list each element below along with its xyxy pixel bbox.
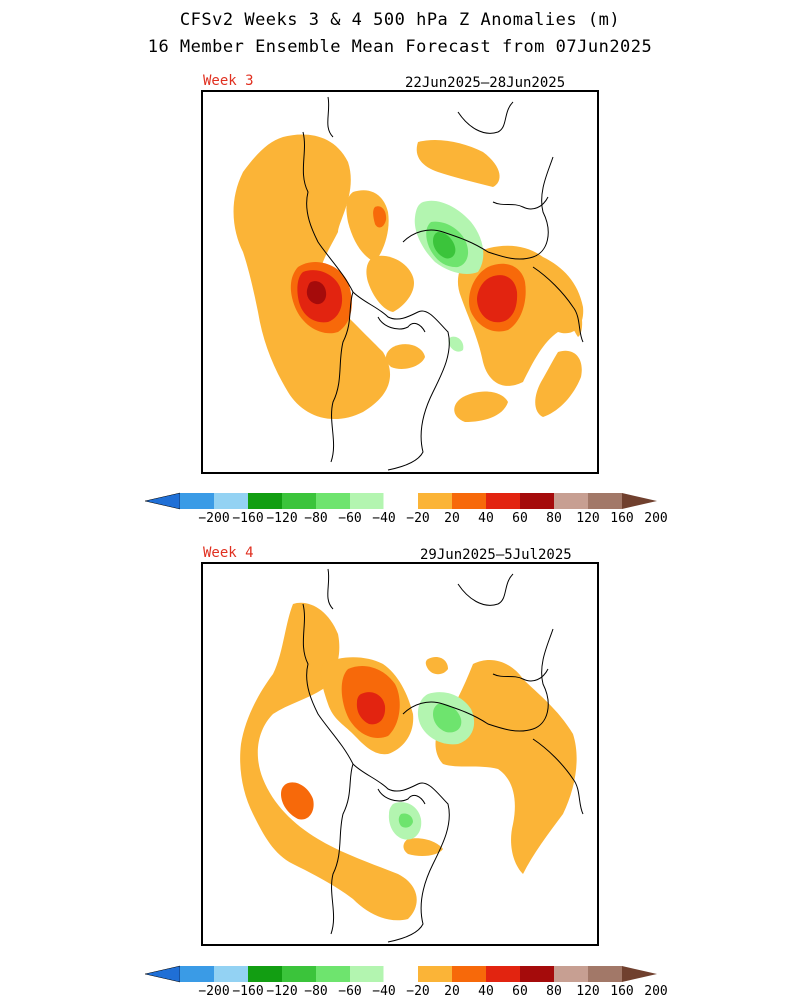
colorbar-1: −200 −160 −120 −80 −60 −40 −20 20 40 60 80 120 160 20…	[0, 491, 800, 533]
colorbar-swatch	[316, 493, 350, 509]
colorbar-arrow-low	[144, 492, 181, 510]
colorbar-tick-label: 80	[546, 984, 562, 999]
colorbar-arrow-low	[144, 965, 181, 983]
colorbar-swatch	[350, 966, 384, 982]
week4-label: Week 4	[203, 545, 254, 561]
colorbar-tick-label: 60	[512, 984, 528, 999]
colorbar-tick-label: 120	[576, 984, 600, 999]
colorbar-tick-label: 120	[576, 511, 600, 526]
colorbar-swatch	[316, 966, 350, 982]
colorbar-tick-label: 20	[444, 984, 460, 999]
colorbar-swatch	[180, 966, 214, 982]
week4-anomaly-pos20	[240, 602, 577, 921]
colorbar-swatch	[452, 966, 486, 982]
colorbar-swatch	[214, 493, 248, 509]
colorbar-swatch	[588, 493, 622, 509]
colorbar-tick-label: −40	[372, 984, 396, 999]
colorbar-swatch	[520, 493, 554, 509]
colorbar-swatch	[486, 966, 520, 982]
colorbar-swatch	[180, 493, 214, 509]
colorbar-tick-label: 200	[644, 511, 668, 526]
colorbar-swatch	[418, 493, 452, 509]
week4-dates: 29Jun2025–5Jul2025	[420, 547, 572, 563]
colorbar-swatch	[214, 966, 248, 982]
colorbar-tick-label: 40	[478, 984, 494, 999]
colorbar-1-labels: −200 −160 −120 −80 −60 −40 −20 20 40 60 80 120 160 20…	[0, 511, 800, 531]
colorbar-tick-label: −80	[304, 511, 328, 526]
colorbar-swatch	[248, 966, 282, 982]
colorbar-tick-label: −20	[406, 984, 430, 999]
week3-anomaly-neg	[414, 200, 484, 352]
colorbar-swatch	[452, 493, 486, 509]
colorbar-tick-label: −160	[232, 984, 264, 999]
colorbar-swatch	[282, 493, 316, 509]
colorbar-tick-label: 20	[444, 511, 460, 526]
colorbar-arrow-high	[622, 966, 657, 982]
week4-anomaly-pos60	[356, 692, 386, 725]
colorbar-swatch	[383, 965, 419, 983]
colorbar-swatch	[520, 966, 554, 982]
week3-coastlines	[302, 96, 584, 471]
colorbar-tick-label: −200	[198, 511, 230, 526]
colorbar-tick-label: −160	[232, 511, 264, 526]
colorbar-tick-label: −120	[266, 984, 298, 999]
week4-coastlines	[302, 568, 584, 943]
colorbar-swatch	[383, 492, 419, 510]
week3-map-svg	[233, 96, 584, 471]
week3-dates: 22Jun2025–28Jun2025	[405, 75, 566, 91]
colorbar-tick-label: −200	[198, 984, 230, 999]
week4-anomaly-neg	[388, 692, 475, 840]
week3-label: Week 3	[203, 73, 254, 89]
chart-subtitle: 16 Member Ensemble Mean Forecast from 07…	[147, 37, 653, 57]
colorbar-tick-label: −60	[338, 511, 362, 526]
week4-map-svg	[240, 568, 584, 943]
colorbar-arrow-high	[622, 493, 657, 509]
week3-map	[201, 90, 599, 474]
colorbar-swatch	[486, 493, 520, 509]
colorbar-2-labels: −200 −160 −120 −80 −60 −40 −20 20 40 60 80 120 160 20…	[0, 984, 800, 1004]
colorbar-2-svg	[144, 965, 657, 983]
colorbar-swatch	[248, 493, 282, 509]
week3-anomaly-pos20	[233, 134, 584, 422]
colorbar-tick-label: −120	[266, 511, 298, 526]
colorbar-tick-label: 160	[610, 511, 634, 526]
chart-title: CFSv2 Weeks 3 & 4 500 hPa Z Anomalies (m…	[179, 10, 621, 30]
colorbar-tick-label: −60	[338, 984, 362, 999]
colorbar-swatch	[554, 493, 588, 509]
colorbar-swatch	[554, 966, 588, 982]
colorbar-tick-label: −80	[304, 984, 328, 999]
colorbar-tick-label: 60	[512, 511, 528, 526]
colorbar-tick-label: 160	[610, 984, 634, 999]
colorbar-swatch	[418, 966, 452, 982]
colorbar-tick-label: −40	[372, 511, 396, 526]
colorbar-tick-label: 200	[644, 984, 668, 999]
colorbar-tick-label: −20	[406, 511, 430, 526]
colorbar-swatch	[350, 493, 384, 509]
colorbar-swatch	[282, 966, 316, 982]
colorbar-swatch	[588, 966, 622, 982]
week4-map	[201, 562, 599, 946]
colorbar-tick-label: 40	[478, 511, 494, 526]
week3-anomaly-pos80	[306, 281, 327, 305]
colorbar-2: −200 −160 −120 −80 −60 −40 −20 20 40 60 80 120 160 20…	[0, 964, 800, 1006]
colorbar-1-svg	[144, 492, 657, 510]
colorbar-tick-label: 80	[546, 511, 562, 526]
